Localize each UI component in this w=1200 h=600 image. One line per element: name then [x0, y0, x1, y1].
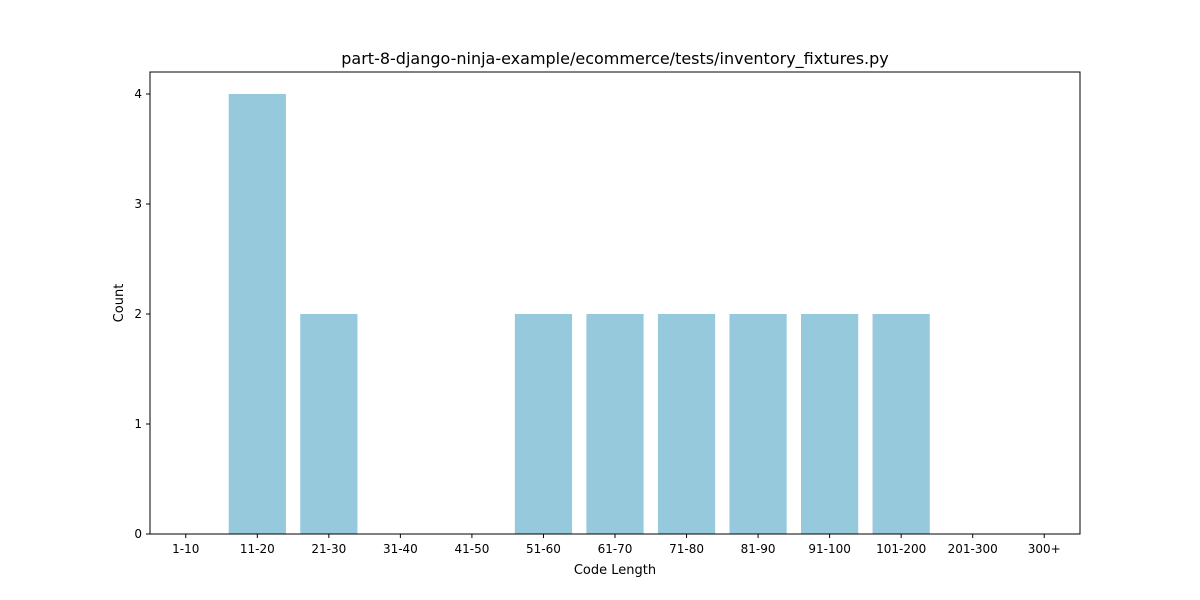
x-tick-label: 71-80	[669, 542, 704, 556]
y-tick-label: 0	[134, 527, 142, 541]
y-tick-label: 4	[134, 87, 142, 101]
x-tick-label: 51-60	[526, 542, 561, 556]
x-tick-label: 31-40	[383, 542, 418, 556]
x-tick-label: 91-100	[808, 542, 851, 556]
y-axis-ticks: 0 1 2 3 4	[134, 87, 150, 541]
y-axis-title: Count	[112, 284, 127, 323]
x-tick-label: 300+	[1028, 542, 1061, 556]
bar-51-60	[514, 314, 573, 534]
bar-91-100	[801, 314, 859, 534]
x-tick-label: 41-50	[454, 542, 489, 556]
y-tick-label: 3	[134, 197, 142, 211]
x-tick-label: 81-90	[741, 542, 776, 556]
x-tick-label: 21-30	[311, 542, 346, 556]
x-axis-ticks: 1-10 11-20 21-30 31-40 41-50 51-60 61-70 71-80 8…	[172, 534, 1061, 556]
bar-21-30	[300, 314, 358, 534]
bar-71-80	[657, 314, 716, 534]
chart-title: part-8-django-ninja-example/ecommerce/te…	[341, 49, 889, 69]
x-tick-label: 11-20	[240, 542, 275, 556]
bar-11-20	[228, 94, 286, 534]
x-tick-label: 61-70	[598, 542, 633, 556]
x-tick-label: 101-200	[876, 542, 926, 556]
x-axis-title: Code Length	[574, 563, 656, 578]
bar-group	[228, 94, 930, 534]
bar-61-70	[586, 314, 644, 534]
bar-101-200	[872, 314, 930, 534]
x-tick-label: 201-300	[948, 542, 998, 556]
y-tick-label: 1	[134, 417, 142, 431]
x-tick-label: 1-10	[172, 542, 199, 556]
bar-81-90	[729, 314, 787, 534]
plot-frame	[149, 71, 1081, 535]
y-tick-label: 2	[134, 307, 142, 321]
